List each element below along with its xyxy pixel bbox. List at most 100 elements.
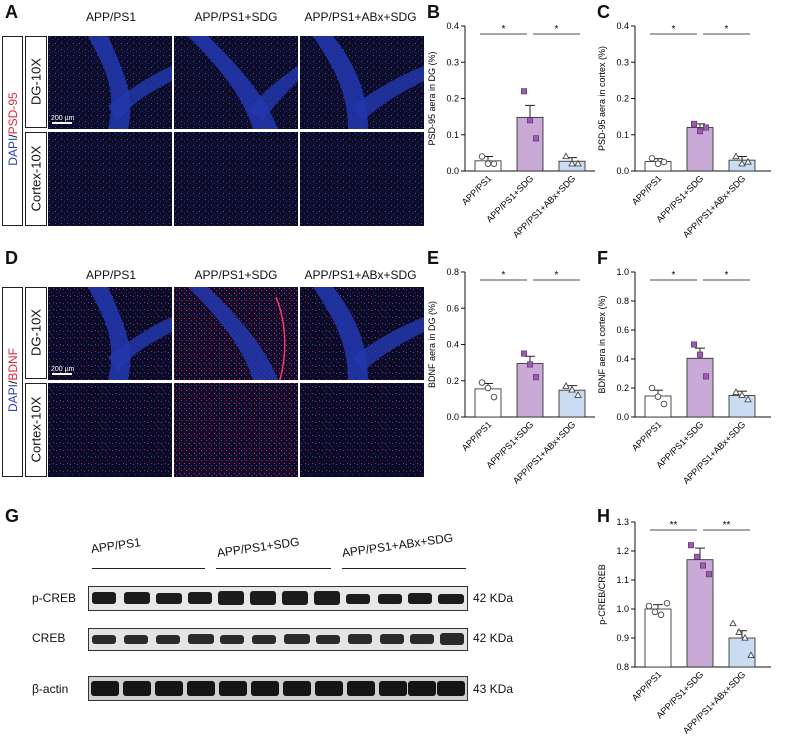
bar	[516, 363, 544, 418]
data-point	[478, 153, 486, 160]
y-axis-label: p-CREB/CREB	[597, 564, 607, 625]
data-point	[521, 350, 528, 357]
band-size-creb: 42 KDa	[473, 631, 514, 645]
bar	[686, 559, 714, 668]
data-point	[691, 120, 698, 127]
data-point	[490, 393, 498, 401]
bdnf-cortex-app-image	[48, 383, 172, 477]
data-point	[654, 160, 662, 167]
significance-label: *	[725, 270, 729, 281]
y-tick-label: 0.1	[446, 130, 459, 140]
significance-label: **	[670, 520, 678, 531]
data-point	[533, 135, 540, 142]
data-point	[747, 651, 755, 659]
scale-bar-label-d: 200 µm	[51, 366, 75, 373]
band-size-bactin: 43 KDa	[473, 682, 514, 696]
x-tick-label: APP/PS1	[630, 419, 664, 453]
bdnf-dg-sdg-image	[174, 287, 298, 381]
x-tick-label: APP/PS1	[460, 419, 494, 453]
y-tick-label: 0.2	[446, 94, 459, 104]
x-tick-label: APP/PS1	[460, 173, 494, 207]
col-title-sdg-d: APP/PS1+SDG	[194, 268, 278, 282]
data-point	[574, 159, 582, 167]
y-tick-label: 0.0	[446, 166, 459, 176]
data-point	[660, 400, 668, 408]
data-point	[706, 571, 713, 578]
y-tick-label: 0.1	[616, 130, 629, 140]
panel-label-f: F	[597, 248, 608, 268]
data-point	[732, 388, 740, 395]
data-point	[700, 562, 707, 569]
col-title-sdg: APP/PS1+SDG	[194, 10, 278, 24]
data-point	[562, 382, 570, 389]
y-tick-label: 0.0	[616, 412, 629, 422]
scale-bar-label-a: 200 µm	[51, 115, 75, 122]
y-tick-label: 1.0	[616, 267, 629, 277]
data-point	[648, 384, 656, 392]
data-point	[738, 391, 746, 398]
chart-c: PSD-95 aera in cortex (%) 0.0 0.1 0.2 0.3 0.4…	[597, 21, 771, 240]
bdnf-dg-app-image: 200 µm	[48, 287, 172, 380]
significance-label: *	[555, 24, 559, 35]
bar	[686, 127, 714, 172]
chart-e: BDNF aera in DG (%) 0.0 0.2 0.4 0.6 0.8 APP/PS…	[427, 267, 595, 486]
row-label-dg-d: DG-10X	[28, 309, 44, 356]
y-tick-label: 0.2	[616, 94, 629, 104]
data-point	[703, 124, 710, 131]
band-size-pcreb: 42 KDa	[473, 591, 514, 605]
data-point	[527, 117, 534, 124]
data-point	[663, 599, 671, 607]
y-tick-label: 0.2	[616, 383, 629, 393]
band-label-bactin: β-actin	[32, 682, 69, 696]
psd95-dg-app-image: 200 µm	[48, 36, 172, 129]
y-tick-label: 0.8	[446, 267, 459, 277]
row-label-box-cortex-a	[25, 132, 47, 226]
bdnf-cortex-abx-image	[300, 383, 424, 477]
bar	[644, 608, 672, 668]
y-tick-label: 1.2	[616, 546, 629, 556]
data-point	[697, 351, 704, 358]
wb-underline-abx	[342, 568, 466, 569]
stain-label-box-bdnf	[2, 287, 23, 477]
x-tick-label: APP/PS1	[630, 669, 664, 703]
data-point	[562, 152, 570, 160]
col-title-abx-d: APP/PS1+ABx+SDG	[304, 268, 417, 282]
row-label-box-dg-d	[25, 287, 47, 379]
bar	[728, 395, 756, 418]
data-point	[648, 155, 656, 162]
y-tick-label: 0.0	[616, 166, 629, 176]
data-point	[568, 385, 576, 393]
band-label-pcreb: p-CREB	[32, 591, 77, 605]
data-point	[732, 152, 740, 160]
y-tick-label: 0.0	[446, 412, 459, 422]
data-point	[645, 602, 653, 610]
significance-label: *	[725, 24, 729, 35]
y-tick-label: 0.4	[616, 21, 629, 31]
row-label-cortex-d: Cortex-10X	[28, 396, 44, 463]
data-point	[744, 157, 752, 165]
y-tick-label: 0.6	[616, 325, 629, 335]
significance-label: *	[672, 270, 676, 281]
data-point	[660, 158, 668, 166]
significance-label: *	[502, 24, 506, 35]
data-point	[688, 542, 695, 549]
panel-label-d: D	[5, 248, 18, 268]
psd95-cortex-abx-image	[300, 132, 424, 226]
data-point	[691, 341, 698, 348]
col-title-abx: APP/PS1+ABx+SDG	[304, 10, 417, 24]
wb-strip-creb	[88, 628, 468, 651]
chart-h: p-CREB/CREB0.80.91.01.11.21.3APP/PS1APP/…	[597, 517, 771, 736]
y-tick-label: 0.8	[616, 296, 629, 306]
data-point	[654, 393, 662, 400]
data-point	[521, 88, 528, 95]
data-point	[568, 159, 576, 167]
data-point	[697, 128, 704, 135]
bar	[558, 389, 586, 418]
significance-label: **	[723, 520, 731, 531]
band-label-creb: CREB	[32, 631, 66, 645]
psd95-dg-sdg-image	[174, 36, 298, 129]
y-axis-label: PSD-95 aera in DG (%)	[427, 51, 437, 145]
wb-underline-app	[92, 568, 205, 569]
bar	[686, 357, 714, 418]
col-title-app-d: APP/PS1	[85, 268, 137, 282]
